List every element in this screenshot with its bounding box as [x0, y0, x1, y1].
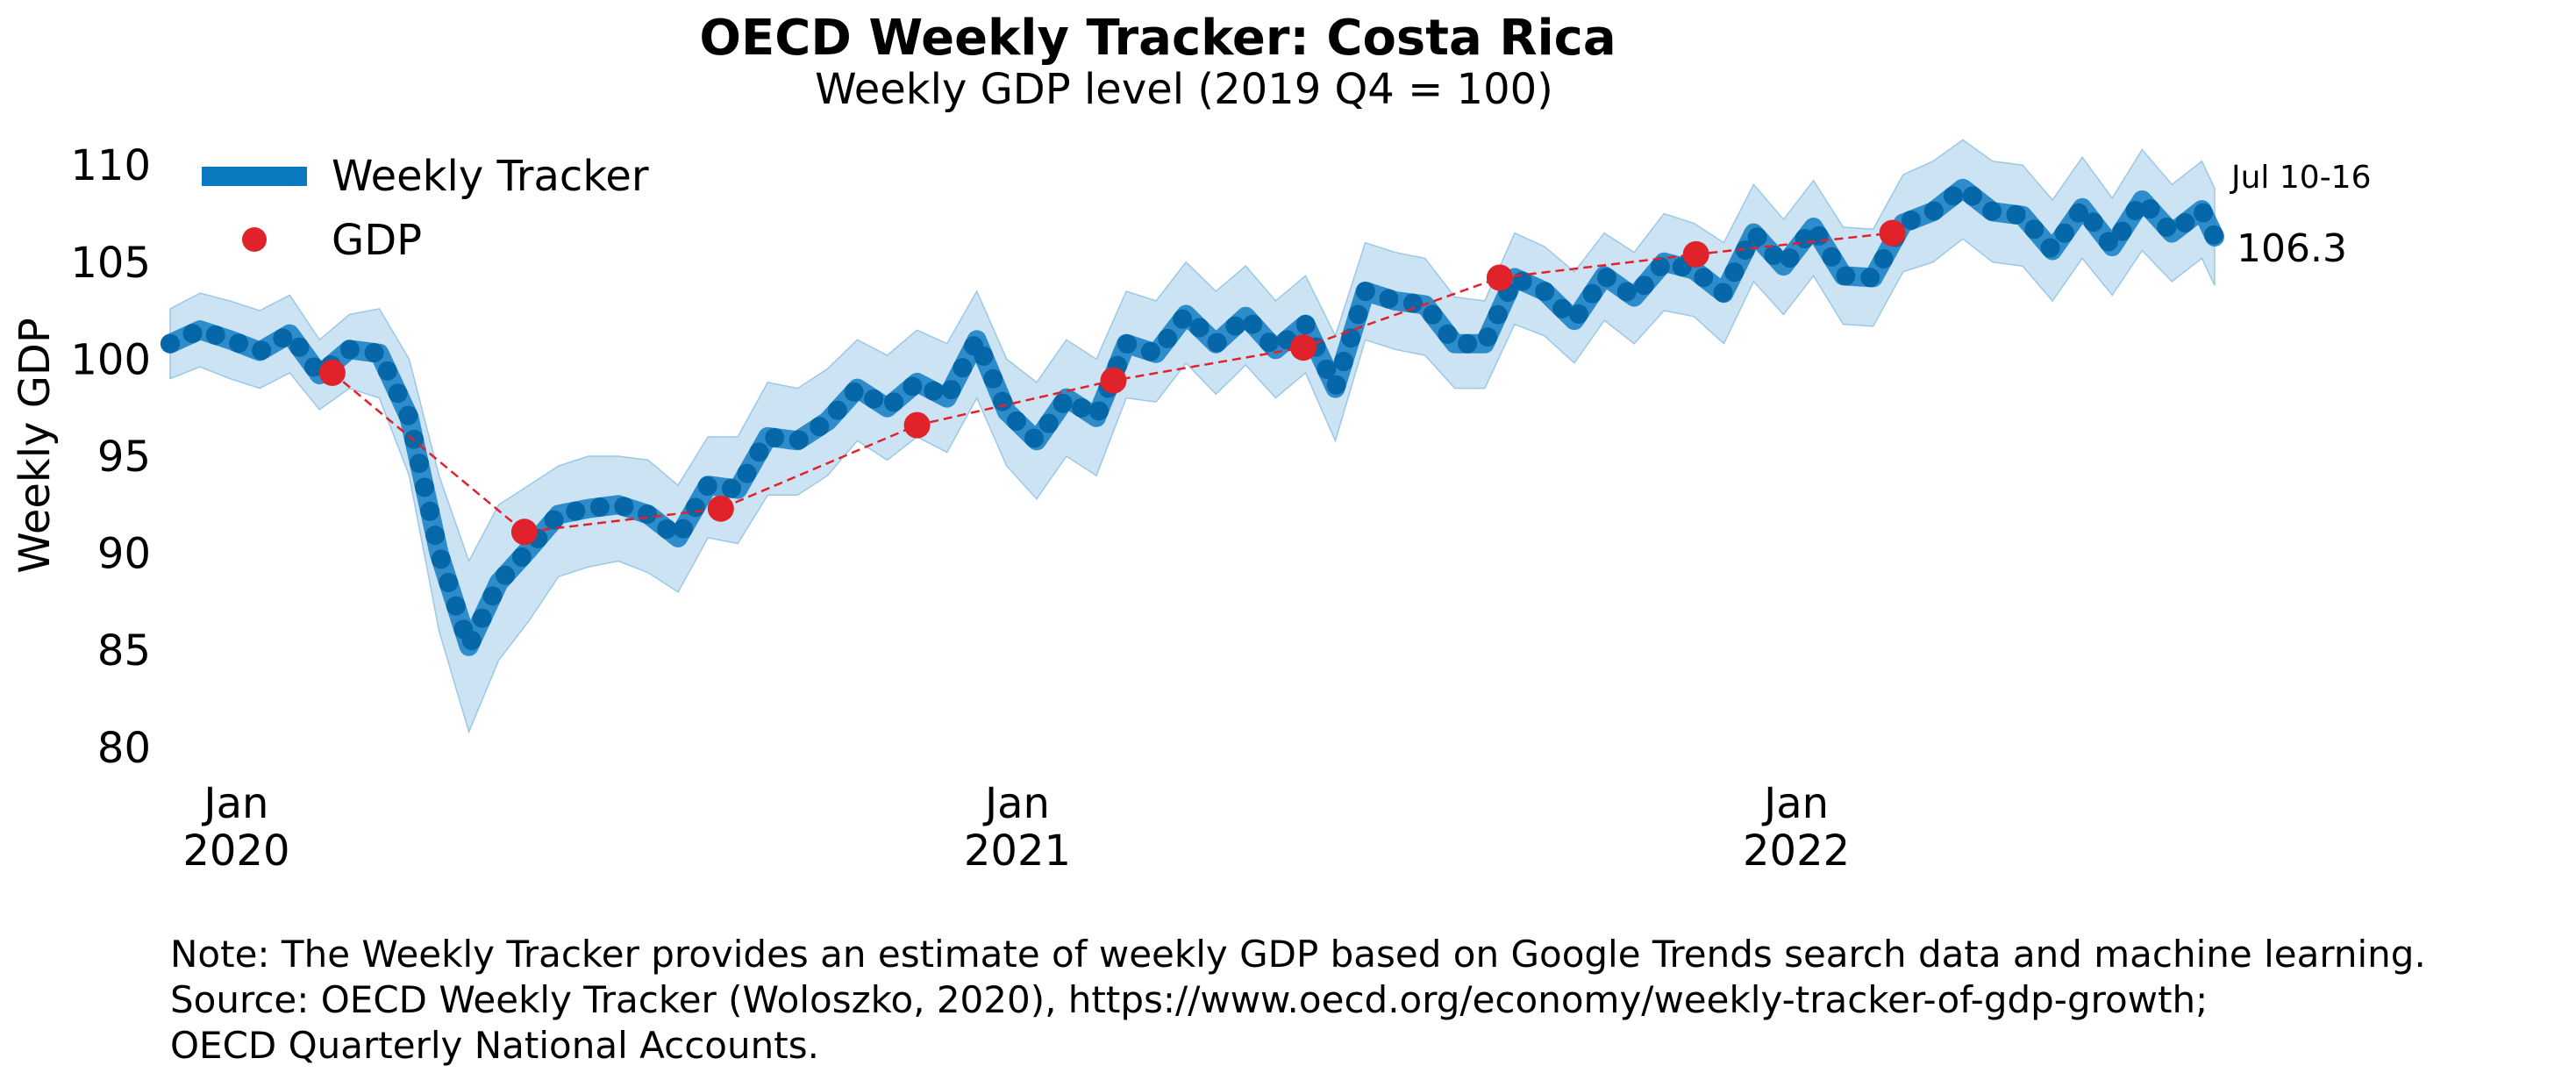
x-tick-label-month: Jan: [982, 779, 1050, 828]
y-tick-label: 80: [97, 724, 151, 773]
plot-area: [161, 139, 2224, 734]
legend-marker-gdp: [242, 227, 267, 252]
gdp-point: [1100, 367, 1127, 394]
y-tick-label: 95: [97, 433, 151, 482]
x-tick-label-year: 2021: [964, 826, 1071, 876]
y-ticks: 80 85 90 95 100 105 110: [70, 141, 151, 773]
y-tick-label: 90: [97, 530, 151, 579]
y-tick-label: 105: [70, 239, 151, 288]
note-line-3: OECD Quarterly National Accounts.: [170, 1024, 819, 1067]
y-axis-label: Weekly GDP: [11, 318, 60, 574]
gdp-point: [318, 359, 346, 386]
gdp-point: [1879, 219, 1906, 247]
gdp-point: [903, 411, 931, 439]
legend-label-gdp: GDP: [332, 216, 422, 265]
chart-title: OECD Weekly Tracker: Costa Rica: [699, 10, 1616, 67]
gdp-point: [1486, 264, 1513, 291]
footnote: Note: The Weekly Tracker provides an est…: [170, 932, 2426, 1069]
tracker-series-dots: [161, 178, 2224, 656]
latest-period-label: Jul 10-16: [2230, 160, 2372, 196]
x-tick-label-year: 2020: [182, 826, 289, 876]
legend: Weekly Tracker GDP: [202, 152, 649, 265]
gdp-point: [510, 519, 538, 546]
x-tick-label-month: Jan: [1761, 779, 1829, 828]
legend-label-tracker: Weekly Tracker: [332, 152, 649, 201]
note-line-2: Source: OECD Weekly Tracker (Woloszko, 2…: [170, 978, 2209, 1021]
x-tick-label-month: Jan: [201, 779, 268, 828]
note-line-1: Note: The Weekly Tracker provides an est…: [170, 933, 2426, 976]
y-tick-label: 100: [70, 335, 151, 384]
gdp-point: [1682, 240, 1709, 268]
x-tick-label-year: 2022: [1743, 826, 1850, 876]
chart-subtitle: Weekly GDP level (2019 Q4 = 100): [815, 65, 1553, 114]
gdp-point: [707, 495, 734, 522]
gdp-point: [1290, 334, 1317, 361]
latest-value-label: 106.3: [2237, 226, 2347, 271]
y-tick-label: 85: [97, 626, 151, 676]
y-tick-label: 110: [70, 141, 151, 190]
